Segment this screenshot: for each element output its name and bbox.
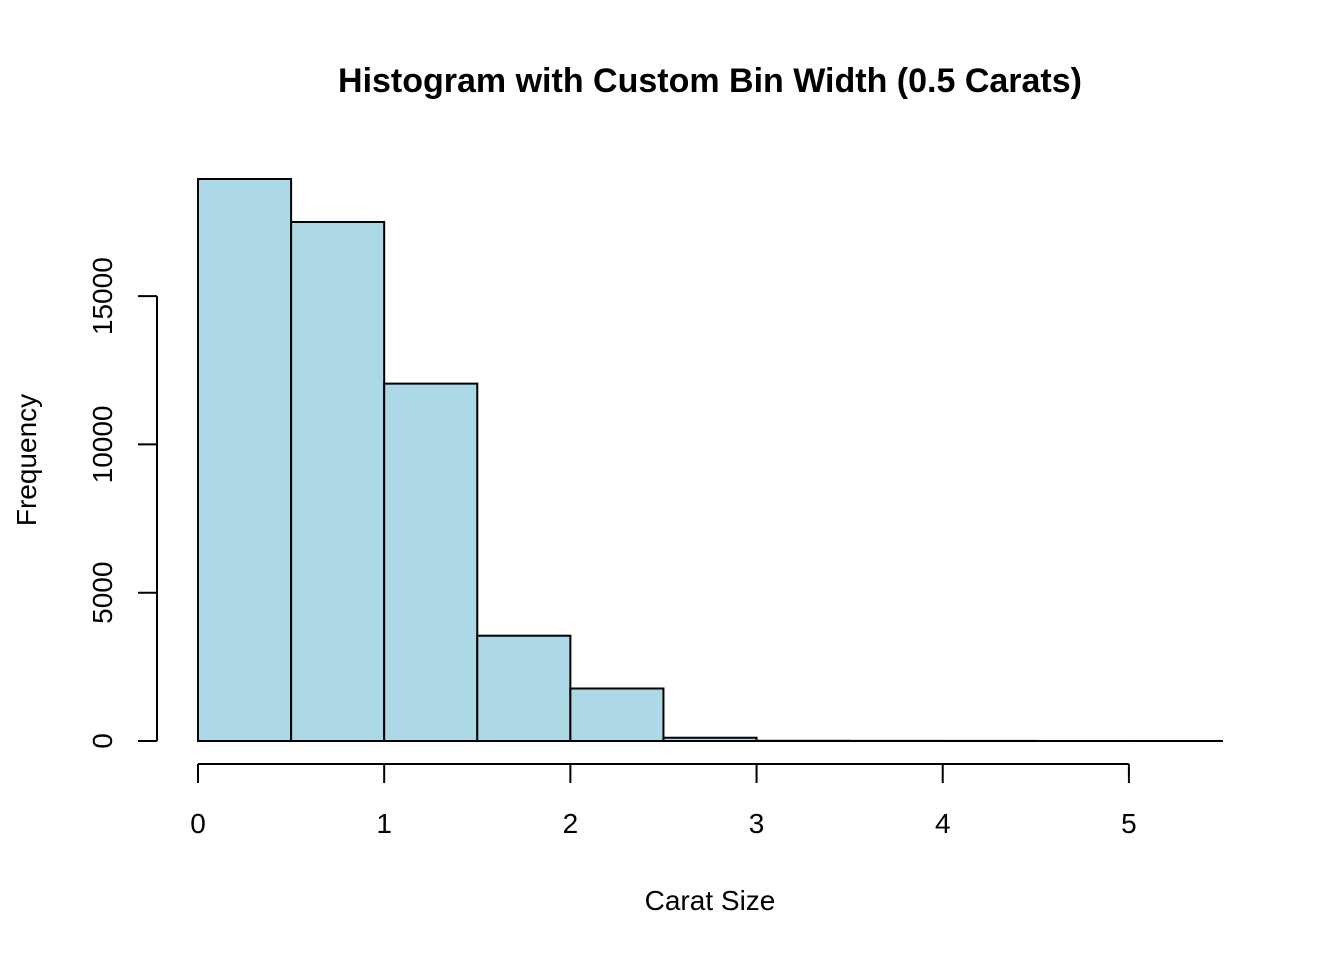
- x-axis-title: Carat Size: [645, 885, 776, 916]
- histogram-bar-0: [197, 178, 293, 742]
- x-tick-label-3: 3: [749, 808, 765, 839]
- histogram-bar-3: [476, 634, 572, 742]
- x-tick-label-5: 5: [1121, 808, 1137, 839]
- histogram-bar-5: [662, 736, 758, 743]
- x-tick-label-0: 0: [190, 808, 206, 839]
- y-tick-label-0: 0: [87, 733, 118, 749]
- histogram-bar-1: [290, 221, 386, 743]
- x-tick-label-2: 2: [563, 808, 579, 839]
- x-tick-label-1: 1: [376, 808, 392, 839]
- y-tick-label-1: 5000: [87, 562, 118, 624]
- histogram-bar-4: [569, 687, 665, 743]
- y-tick-label-2: 10000: [87, 405, 118, 483]
- chart-title: Histogram with Custom Bin Width (0.5 Car…: [338, 62, 1082, 100]
- bars-group: [197, 178, 1223, 743]
- x-axis: 0 1 2 3 4 5: [190, 763, 1137, 839]
- y-axis: 0 5000 10000 15000: [87, 257, 158, 749]
- y-tick-label-3: 15000: [87, 257, 118, 335]
- y-axis-title: Frequency: [11, 394, 42, 526]
- histogram-bar-2: [383, 382, 479, 742]
- x-tick-label-4: 4: [935, 808, 951, 839]
